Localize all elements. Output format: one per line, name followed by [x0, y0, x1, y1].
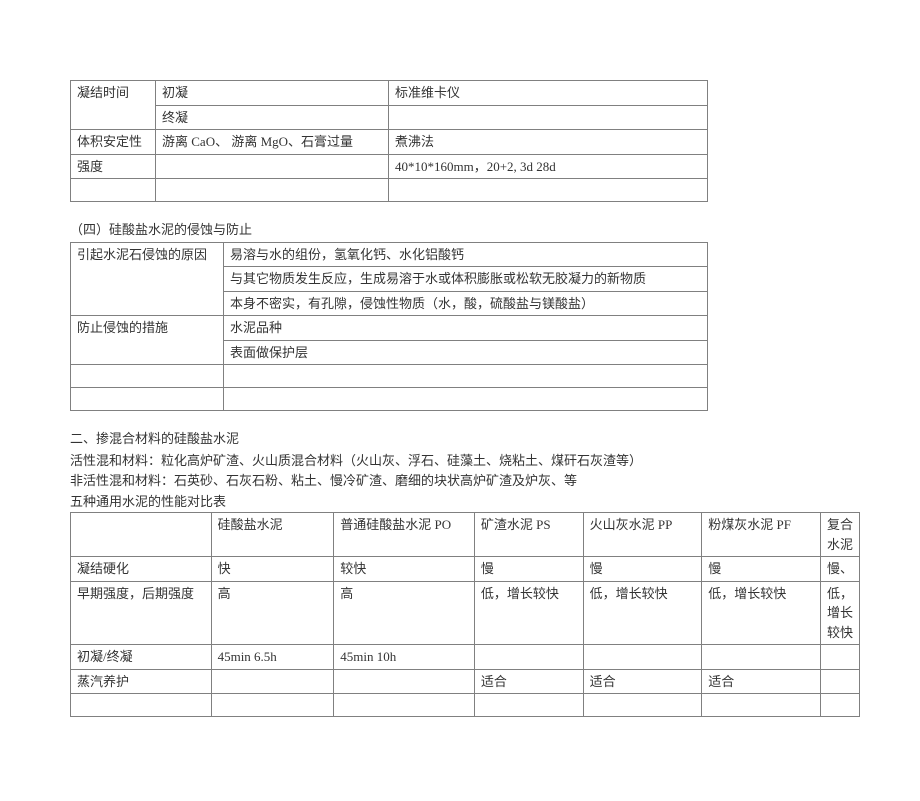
cell	[71, 513, 212, 557]
cell: 慢、	[820, 557, 859, 582]
corrosion-table: 引起水泥石侵蚀的原因 易溶与水的组份，氢氧化钙、水化铝酸钙 与其它物质发生反应，…	[70, 242, 708, 412]
cell	[211, 669, 334, 694]
cell: 高	[211, 581, 334, 645]
paragraph: 五种通用水泥的性能对比表	[70, 492, 850, 512]
cell: 矿渣水泥 PS	[474, 513, 583, 557]
cell	[820, 694, 859, 717]
cell	[224, 388, 708, 411]
paragraph: 非活性混和材料：石英砂、石灰石粉、粘土、慢冷矿渣、磨细的块状高炉矿渣及炉灰、等	[70, 471, 850, 491]
cell: 本身不密实，有孔隙，侵蚀性物质（水，酸，硫酸盐与镁酸盐）	[224, 291, 708, 316]
cell	[474, 694, 583, 717]
cell: 高	[334, 581, 475, 645]
cell: 强度	[71, 154, 156, 179]
cell: 45min 6.5h	[211, 645, 334, 670]
cell	[474, 645, 583, 670]
cell: 引起水泥石侵蚀的原因	[71, 242, 224, 316]
cell: 适合	[583, 669, 702, 694]
cell	[702, 645, 821, 670]
cell: 体积安定性	[71, 130, 156, 155]
cell: 凝结时间	[71, 81, 156, 130]
cell: 45min 10h	[334, 645, 475, 670]
cell	[702, 694, 821, 717]
cell	[820, 645, 859, 670]
cell: 低，增长较快	[820, 581, 859, 645]
cell: 初凝/终凝	[71, 645, 212, 670]
section-4-title: （四）硅酸盐水泥的侵蚀与防止	[70, 220, 850, 240]
cell: 适合	[474, 669, 583, 694]
cell: 复合水泥	[820, 513, 859, 557]
cell	[334, 694, 475, 717]
cell	[156, 179, 389, 202]
cell: 普通硅酸盐水泥 PO	[334, 513, 475, 557]
cell: 凝结硬化	[71, 557, 212, 582]
cell: 初凝	[156, 81, 389, 106]
cell: 终凝	[156, 105, 389, 130]
cell: 慢	[702, 557, 821, 582]
cell	[224, 365, 708, 388]
cell	[334, 669, 475, 694]
cell	[156, 154, 389, 179]
cell	[820, 669, 859, 694]
cell: 粉煤灰水泥 PF	[702, 513, 821, 557]
cell: 硅酸盐水泥	[211, 513, 334, 557]
cell: 较快	[334, 557, 475, 582]
cell: 慢	[474, 557, 583, 582]
cell	[71, 694, 212, 717]
cell: 低，增长较快	[583, 581, 702, 645]
cell	[389, 105, 708, 130]
cell: 低，增长较快	[702, 581, 821, 645]
cell: 标准维卡仪	[389, 81, 708, 106]
cell	[389, 179, 708, 202]
cell: 与其它物质发生反应，生成易溶于水或体积膨胀或松软无胶凝力的新物质	[224, 267, 708, 292]
cell	[71, 388, 224, 411]
cell: 蒸汽养护	[71, 669, 212, 694]
cell: 防止侵蚀的措施	[71, 316, 224, 365]
cell: 表面做保护层	[224, 340, 708, 365]
cell: 慢	[583, 557, 702, 582]
cell: 适合	[702, 669, 821, 694]
cell	[71, 365, 224, 388]
cell: 易溶与水的组份，氢氧化钙、水化铝酸钙	[224, 242, 708, 267]
cell: 火山灰水泥 PP	[583, 513, 702, 557]
section-2-title: 二、掺混合材料的硅酸盐水泥	[70, 429, 850, 449]
cell: 水泥品种	[224, 316, 708, 341]
paragraph: 活性混和材料：粒化高炉矿渣、火山质混合材料（火山灰、浮石、硅藻土、烧粘土、煤矸石…	[70, 451, 850, 471]
cell	[583, 694, 702, 717]
cell: 低，增长较快	[474, 581, 583, 645]
cell	[583, 645, 702, 670]
cell: 早期强度，后期强度	[71, 581, 212, 645]
cell: 游离 CaO、 游离 MgO、石膏过量	[156, 130, 389, 155]
cell	[211, 694, 334, 717]
cell: 煮沸法	[389, 130, 708, 155]
cell	[71, 179, 156, 202]
cell: 快	[211, 557, 334, 582]
setting-time-table: 凝结时间 初凝 标准维卡仪 终凝 体积安定性 游离 CaO、 游离 MgO、石膏…	[70, 80, 708, 202]
cement-comparison-table: 硅酸盐水泥 普通硅酸盐水泥 PO 矿渣水泥 PS 火山灰水泥 PP 粉煤灰水泥 …	[70, 512, 860, 717]
cell: 40*10*160mm，20+2, 3d 28d	[389, 154, 708, 179]
